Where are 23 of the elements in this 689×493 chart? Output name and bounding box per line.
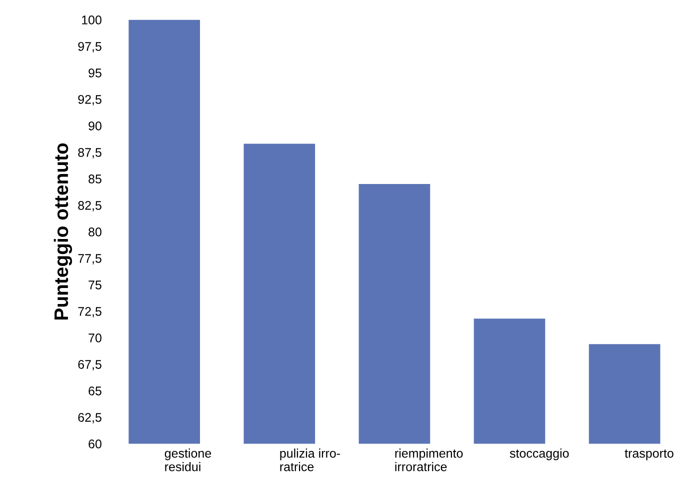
y-tick-label: 70 bbox=[88, 334, 102, 342]
y-tick-label: 92,5 bbox=[78, 95, 102, 106]
y-tick-label: 65 bbox=[88, 386, 102, 396]
y-axis-title: Punteggio ottenuto bbox=[54, 143, 72, 320]
y-tick-label: 90 bbox=[88, 122, 102, 130]
x-tick-label: trasporto bbox=[624, 450, 674, 460]
y-tick-label: 97,5 bbox=[78, 42, 102, 52]
y-tick-label: 60 bbox=[88, 440, 102, 448]
x-tick-label: pulizia irro- ratrice bbox=[280, 448, 340, 472]
x-tick-label: riempimento irroratrice bbox=[395, 448, 463, 472]
y-tick-label: 82,5 bbox=[78, 201, 102, 212]
y-tick-label: 95 bbox=[88, 68, 102, 78]
y-tick-label: 100 bbox=[82, 16, 102, 24]
y-tick-label: 67,5 bbox=[78, 360, 102, 370]
y-tick-label: 87,5 bbox=[78, 148, 102, 158]
y-tick-label: 77,5 bbox=[78, 254, 102, 264]
x-tick-label: gestione residui bbox=[164, 448, 212, 472]
y-tick-label: 75 bbox=[88, 280, 102, 290]
x-tick-label: stoccaggio bbox=[510, 448, 569, 460]
y-tick-label: 72,5 bbox=[78, 307, 102, 318]
y-tick-label: 62,5 bbox=[78, 413, 102, 424]
y-tick-label: 80 bbox=[88, 228, 102, 236]
y-tick-label: 85 bbox=[88, 174, 102, 184]
